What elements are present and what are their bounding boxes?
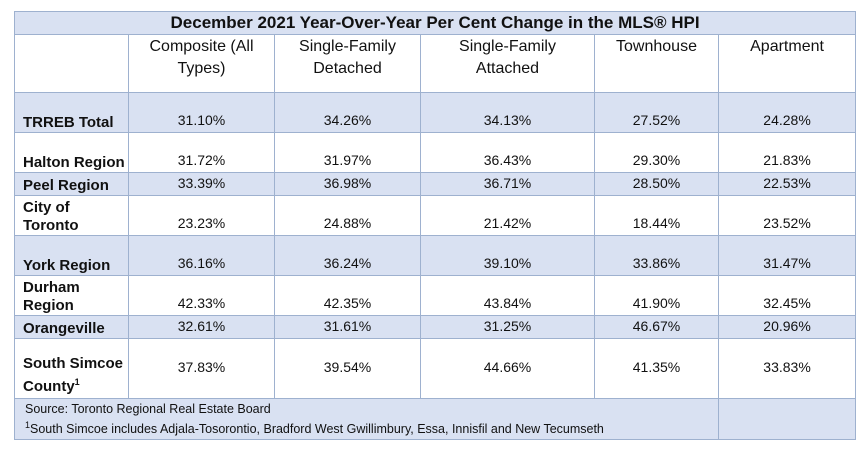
table-cell: 37.83% bbox=[128, 338, 275, 399]
table-row: Durham Region 42.33% 42.35% 43.84% 41.90… bbox=[14, 275, 857, 316]
table-cell: 36.16% bbox=[128, 235, 275, 276]
footer-notes: Source: Toronto Regional Real Estate Boa… bbox=[14, 398, 719, 440]
region-label: Durham Region bbox=[14, 275, 129, 316]
header-townhouse: Townhouse bbox=[594, 34, 719, 93]
table-row: South Simcoe County1 37.83% 39.54% 44.66… bbox=[14, 338, 857, 399]
table-cell: 27.52% bbox=[594, 92, 719, 133]
table-cell: 39.10% bbox=[420, 235, 595, 276]
table-cell: 24.88% bbox=[274, 195, 421, 236]
header-row: Composite (All Types) Single-Family Deta… bbox=[14, 34, 857, 93]
table-cell: 22.53% bbox=[717, 172, 857, 196]
table-cell: 36.43% bbox=[420, 132, 595, 173]
table-cell: 41.35% bbox=[594, 338, 719, 399]
table-title: December 2021 Year-Over-Year Per Cent Ch… bbox=[13, 11, 857, 35]
table-cell: 18.44% bbox=[594, 195, 719, 236]
table-row: City of Toronto 23.23% 24.88% 21.42% 18.… bbox=[14, 195, 857, 236]
table-cell: 34.26% bbox=[274, 92, 421, 133]
footer-empty-cell bbox=[717, 398, 857, 440]
table-row: Orangeville 32.61% 31.61% 31.25% 46.67% … bbox=[14, 315, 857, 339]
table-cell: 32.61% bbox=[128, 315, 275, 339]
source-note: Source: Toronto Regional Real Estate Boa… bbox=[25, 401, 271, 416]
table-cell: 41.90% bbox=[594, 275, 719, 316]
table-cell: 44.66% bbox=[420, 338, 595, 399]
table-cell: 29.30% bbox=[594, 132, 719, 173]
region-label: Orangeville bbox=[14, 315, 129, 339]
table-cell: 39.54% bbox=[274, 338, 421, 399]
table-cell: 42.33% bbox=[128, 275, 275, 316]
region-label: Halton Region bbox=[14, 132, 129, 173]
table-cell: 20.96% bbox=[717, 315, 857, 339]
table-cell: 21.42% bbox=[420, 195, 595, 236]
table-row: Halton Region 31.72% 31.97% 36.43% 29.30… bbox=[14, 132, 857, 173]
table-cell: 33.39% bbox=[128, 172, 275, 196]
header-detached: Single-Family Detached bbox=[274, 34, 421, 93]
table-cell: 36.24% bbox=[274, 235, 421, 276]
table-row: Peel Region 33.39% 36.98% 36.71% 28.50% … bbox=[14, 172, 857, 196]
table-cell: 24.28% bbox=[717, 92, 857, 133]
table-cell: 43.84% bbox=[420, 275, 595, 316]
header-apartment: Apartment bbox=[717, 34, 857, 93]
header-attached: Single-Family Attached bbox=[420, 34, 595, 93]
table-cell: 36.71% bbox=[420, 172, 595, 196]
table-cell: 31.61% bbox=[274, 315, 421, 339]
hpi-table: December 2021 Year-Over-Year Per Cent Ch… bbox=[13, 11, 857, 440]
table-cell: 36.98% bbox=[274, 172, 421, 196]
table-cell: 32.45% bbox=[717, 275, 857, 316]
footnote-mark: 1 bbox=[74, 377, 80, 387]
footer-row: Source: Toronto Regional Real Estate Boa… bbox=[14, 398, 857, 440]
region-label: TRREB Total bbox=[14, 92, 129, 133]
table-cell: 31.10% bbox=[128, 92, 275, 133]
table-cell: 31.72% bbox=[128, 132, 275, 173]
table-cell: 28.50% bbox=[594, 172, 719, 196]
table-cell: 33.86% bbox=[594, 235, 719, 276]
table-cell: 46.67% bbox=[594, 315, 719, 339]
table-cell: 31.97% bbox=[274, 132, 421, 173]
table-row: York Region 36.16% 36.24% 39.10% 33.86% … bbox=[14, 235, 857, 276]
region-label: York Region bbox=[14, 235, 129, 276]
table-cell: 33.83% bbox=[717, 338, 857, 399]
table-cell: 42.35% bbox=[274, 275, 421, 316]
table-row: TRREB Total 31.10% 34.26% 34.13% 27.52% … bbox=[14, 92, 857, 133]
table-cell: 23.52% bbox=[717, 195, 857, 236]
table-cell: 34.13% bbox=[420, 92, 595, 133]
table-cell: 31.47% bbox=[717, 235, 857, 276]
table-cell: 23.23% bbox=[128, 195, 275, 236]
table-cell: 21.83% bbox=[717, 132, 857, 173]
footnote-text: 1South Simcoe includes Adjala-Tosorontio… bbox=[25, 419, 604, 437]
table-cell: 31.25% bbox=[420, 315, 595, 339]
region-label: South Simcoe County1 bbox=[14, 338, 129, 399]
header-corner bbox=[14, 34, 129, 93]
region-label: Peel Region bbox=[14, 172, 129, 196]
header-composite: Composite (All Types) bbox=[128, 34, 275, 93]
region-label: City of Toronto bbox=[14, 195, 129, 236]
